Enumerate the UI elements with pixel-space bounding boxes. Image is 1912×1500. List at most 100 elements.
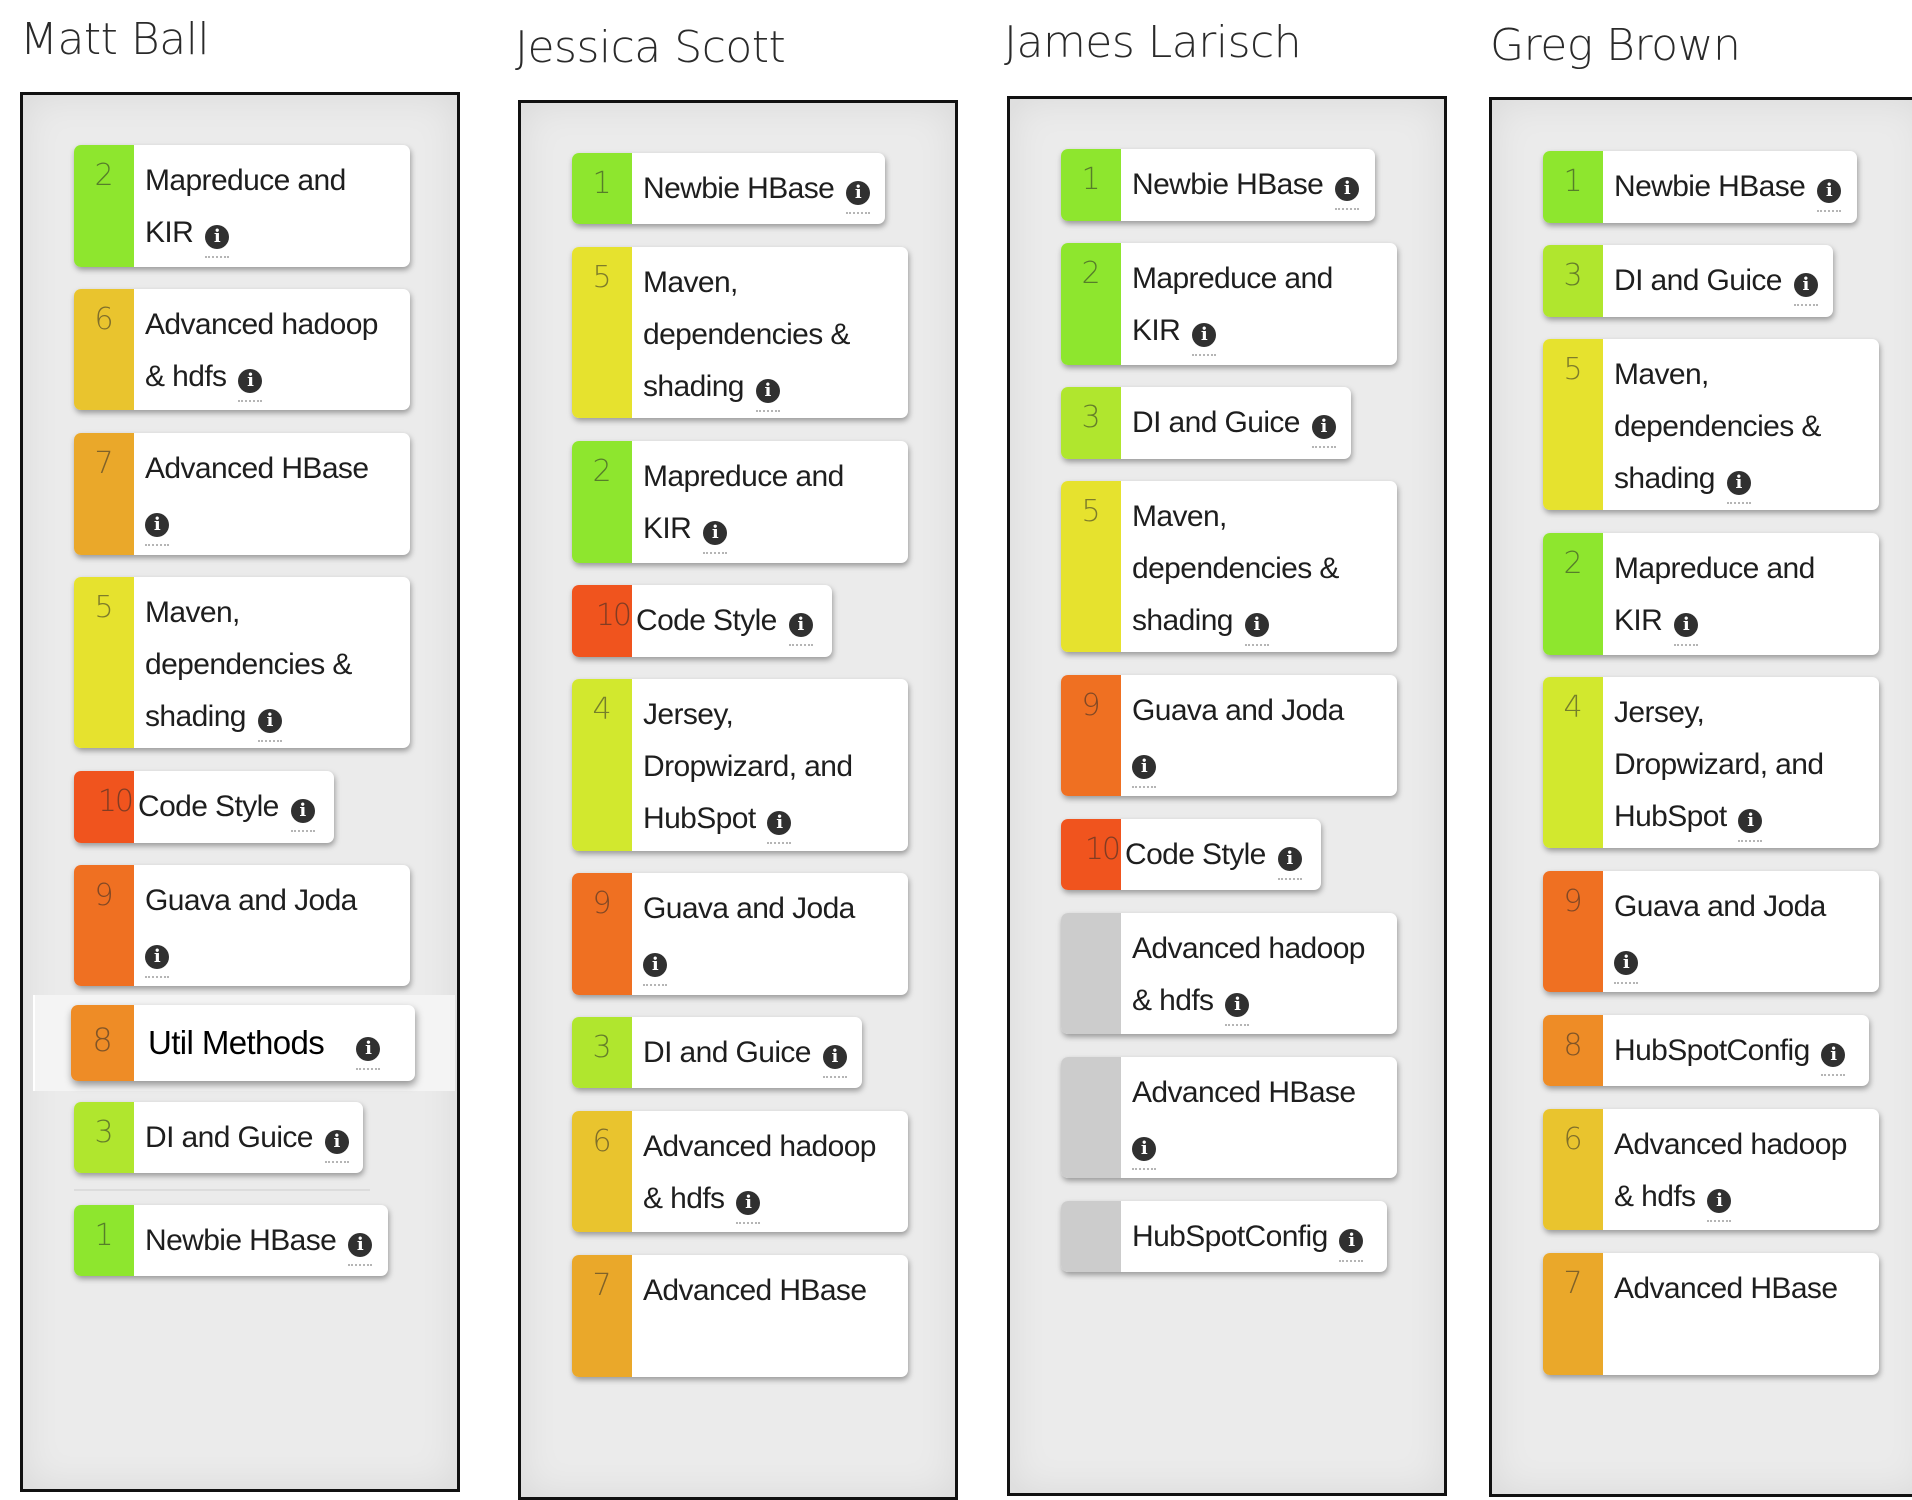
topic-card[interactable]: 10 Code Style i xyxy=(74,771,334,843)
info-icon[interactable]: i xyxy=(845,181,870,214)
info-icon[interactable]: i xyxy=(822,1045,847,1078)
topic-card[interactable]: 1 Newbie HBase i xyxy=(572,153,885,224)
topic-card[interactable]: 6 Advanced hadoop & hdfs i xyxy=(74,289,410,410)
topic-card[interactable]: 7 Advanced HBase i xyxy=(74,433,410,555)
topic-card[interactable]: 2 Mapreduce and KIR i xyxy=(74,145,410,267)
topic-title: dependencies & xyxy=(1614,410,1821,443)
info-icon[interactable]: i xyxy=(204,225,229,258)
info-icon[interactable]: i xyxy=(1132,1137,1156,1170)
topic-title: shading xyxy=(145,700,246,733)
info-icon[interactable]: i xyxy=(1614,951,1638,984)
topic-card[interactable]: 6 Advanced hadoop & hdfs i xyxy=(572,1111,908,1232)
topic-card[interactable]: 4 Jersey, Dropwizard, and HubSpot i xyxy=(1543,677,1879,848)
topic-title: Code Style xyxy=(138,790,279,823)
topic-title: Jersey, xyxy=(643,698,734,731)
info-icon[interactable]: i xyxy=(643,953,667,986)
topic-card[interactable]: 9 Guava and Joda i xyxy=(1061,675,1397,796)
info-icon[interactable]: i xyxy=(1225,993,1250,1026)
topic-card[interactable]: 8 HubSpotConfig i xyxy=(1543,1015,1869,1086)
info-icon[interactable]: i xyxy=(1334,177,1359,210)
topic-card[interactable]: 6 Advanced hadoop & hdfs i xyxy=(1543,1109,1879,1230)
info-icon[interactable]: i xyxy=(290,799,315,832)
level-number: 10 xyxy=(97,784,134,819)
info-icon[interactable]: i xyxy=(1311,415,1336,448)
info-icon[interactable]: i xyxy=(1277,847,1302,880)
level-swatch: 8 xyxy=(1543,1015,1603,1086)
topic-card[interactable]: 9 Guava and Joda i xyxy=(1543,871,1879,992)
info-icon[interactable]: i xyxy=(1816,179,1841,212)
info-icon[interactable]: i xyxy=(145,945,169,978)
info-icon[interactable]: i xyxy=(755,379,780,412)
info-icon[interactable]: i xyxy=(1132,755,1156,788)
info-icon[interactable]: i xyxy=(1726,471,1751,504)
info-icon[interactable]: i xyxy=(1793,273,1818,306)
topic-title: Mapreduce and xyxy=(145,164,346,197)
level-swatch xyxy=(1061,913,1121,1034)
topic-title: Advanced hadoop xyxy=(145,308,378,341)
column-title-james-larisch: James Larisch xyxy=(1004,17,1302,68)
topic-card[interactable]: 2 Mapreduce and KIR i xyxy=(572,441,908,563)
info-icon[interactable]: i xyxy=(1821,1043,1846,1076)
topic-title: shading xyxy=(1132,604,1233,637)
topic-title: & hdfs xyxy=(1614,1180,1696,1213)
info-icon[interactable]: i xyxy=(1738,809,1763,842)
info-icon[interactable]: i xyxy=(238,369,263,402)
topic-title: Dropwizard, and xyxy=(643,750,853,783)
topic-card[interactable]: 5 Maven, dependencies & shading i xyxy=(74,577,410,748)
topic-card[interactable]: 10 Code Style i xyxy=(1061,819,1321,890)
topic-title: Advanced hadoop xyxy=(643,1130,876,1163)
info-icon[interactable]: i xyxy=(1244,613,1269,646)
topic-card[interactable]: HubSpotConfig i xyxy=(1061,1201,1387,1272)
topic-card[interactable]: 5 Maven, dependencies & shading i xyxy=(572,247,908,418)
level-swatch: 9 xyxy=(74,865,134,986)
level-number: 2 xyxy=(1081,256,1101,291)
info-icon[interactable]: i xyxy=(356,1037,381,1070)
info-icon[interactable]: i xyxy=(1707,1189,1732,1222)
topic-card[interactable]: 1 Newbie HBase i xyxy=(74,1205,388,1276)
topic-card[interactable]: 9 Guava and Joda i xyxy=(74,865,410,986)
topic-card[interactable]: 2 Mapreduce and KIR i xyxy=(1061,243,1397,365)
topic-card[interactable]: 3 DI and Guice i xyxy=(1061,387,1351,459)
topic-title: Advanced hadoop xyxy=(1132,932,1365,965)
topic-title: KIR xyxy=(643,512,692,545)
topic-card[interactable]: 2 Mapreduce and KIR i xyxy=(1543,533,1879,655)
topic-card[interactable]: 5 Maven, dependencies & shading i xyxy=(1061,481,1397,652)
level-swatch: 3 xyxy=(1061,387,1121,459)
topic-card[interactable]: 7 Advanced HBase xyxy=(572,1255,908,1377)
topic-card[interactable]: 3 DI and Guice i xyxy=(74,1102,363,1173)
topic-card[interactable]: 1 Newbie HBase i xyxy=(1543,151,1857,223)
info-icon[interactable]: i xyxy=(145,513,169,546)
info-icon[interactable]: i xyxy=(736,1191,761,1224)
info-icon[interactable]: i xyxy=(1673,613,1698,646)
topic-card[interactable]: Advanced hadoop & hdfs i xyxy=(1061,913,1397,1034)
level-swatch: 3 xyxy=(74,1102,134,1173)
level-number: 7 xyxy=(94,446,114,481)
topic-title: Advanced hadoop xyxy=(1614,1128,1847,1161)
level-swatch: 1 xyxy=(572,153,632,224)
topic-title: HubSpot xyxy=(643,802,756,835)
info-icon[interactable]: i xyxy=(767,811,792,844)
topic-card[interactable]: 5 Maven, dependencies & shading i xyxy=(1543,339,1879,510)
column-title-matt-ball: Matt Ball xyxy=(20,14,210,65)
topic-card[interactable]: 7 Advanced HBase xyxy=(1543,1253,1879,1375)
info-icon[interactable]: i xyxy=(257,709,282,742)
info-icon[interactable]: i xyxy=(324,1130,349,1163)
level-number: 1 xyxy=(1563,164,1583,199)
topic-card[interactable]: Advanced HBase i xyxy=(1061,1057,1397,1178)
info-icon[interactable]: i xyxy=(347,1233,372,1266)
topic-card[interactable]: 3 DI and Guice i xyxy=(572,1017,862,1088)
level-number: 3 xyxy=(1563,258,1583,293)
info-icon[interactable]: i xyxy=(1339,1229,1364,1262)
topic-card[interactable]: 10 Code Style i xyxy=(572,585,832,657)
level-number: 7 xyxy=(592,1268,612,1303)
info-icon[interactable]: i xyxy=(1191,323,1216,356)
topic-card[interactable]: 3 DI and Guice i xyxy=(1543,245,1833,317)
info-icon[interactable]: i xyxy=(702,521,727,554)
level-number: 9 xyxy=(1081,688,1101,723)
topic-card[interactable]: 9 Guava and Joda i xyxy=(572,873,908,995)
topic-card[interactable]: 1 Newbie HBase i xyxy=(1061,149,1375,221)
topic-title: DI and Guice xyxy=(643,1036,812,1069)
topic-card[interactable]: 4 Jersey, Dropwizard, and HubSpot i xyxy=(572,679,908,851)
info-icon[interactable]: i xyxy=(788,613,813,646)
topic-card-dragging[interactable]: 8 Util Methods i xyxy=(71,1005,415,1081)
